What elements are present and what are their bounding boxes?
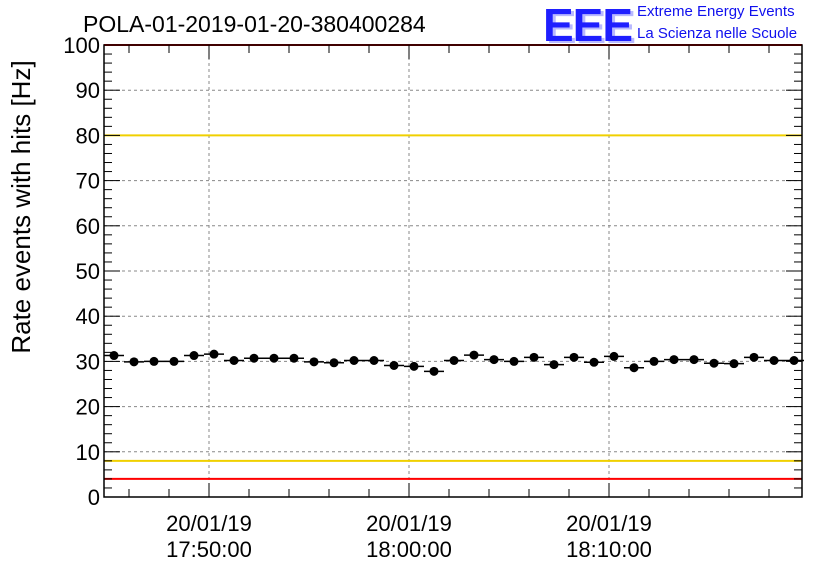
data-point <box>409 361 419 371</box>
x-axis: 20/01/1917:50:0020/01/1918:00:0020/01/19… <box>128 45 770 562</box>
data-point <box>109 351 119 361</box>
data-point <box>269 353 279 363</box>
x-tick-label-date: 20/01/19 <box>566 511 652 536</box>
data-point <box>429 366 439 376</box>
data-point <box>509 356 519 366</box>
data-point <box>569 352 579 362</box>
chart-title: POLA-01-2019-01-20-380400284 <box>83 11 426 37</box>
data-point <box>209 349 219 359</box>
y-tick-label: 20 <box>76 395 100 420</box>
data-point <box>649 356 659 366</box>
y-axis-label: Rate events with hits [Hz] <box>6 60 36 353</box>
y-tick-label: 0 <box>88 485 100 510</box>
data-point <box>729 359 739 369</box>
eee-logo-mark: EEE <box>543 0 633 51</box>
data-point <box>189 351 199 361</box>
data-point <box>689 355 699 365</box>
data-point <box>609 351 619 361</box>
data-point <box>709 358 719 368</box>
data-point <box>749 352 759 362</box>
data-point <box>169 356 179 366</box>
y-tick-label: 80 <box>76 123 100 148</box>
y-tick-label: 60 <box>76 214 100 239</box>
y-tick-label: 40 <box>76 304 100 329</box>
grid <box>104 45 802 497</box>
y-tick-label: 90 <box>76 78 100 103</box>
y-tick-label: 10 <box>76 440 100 465</box>
data-point <box>529 352 539 362</box>
eee-logo: EEE EEE <box>543 0 636 53</box>
data-point <box>629 363 639 373</box>
data-point <box>769 355 779 365</box>
eee-logo-shadow: EEE <box>546 1 636 53</box>
data-point <box>589 357 599 367</box>
data-point <box>329 358 339 368</box>
logo-line-2: La Scienza nelle Scuole <box>637 25 798 42</box>
x-tick-label-date: 20/01/19 <box>166 511 252 536</box>
logo-line-1: Extreme Energy Events <box>637 3 795 20</box>
data-point <box>449 355 459 365</box>
data-point <box>229 355 239 365</box>
y-axis: 0 10 20 30 40 50 60 70 80 90 100 <box>63 33 802 510</box>
y-tick-label: 30 <box>76 349 100 374</box>
x-tick-label-time: 17:50:00 <box>166 537 252 562</box>
x-tick-label-time: 18:10:00 <box>566 537 652 562</box>
data-point <box>249 353 259 363</box>
data-point <box>549 360 559 370</box>
data-point <box>489 355 499 365</box>
y-tick-label: 100 <box>63 33 100 58</box>
data-point <box>789 355 799 365</box>
data-point <box>669 355 679 365</box>
x-tick-label-date: 20/01/19 <box>366 511 452 536</box>
x-tick-label-time: 18:00:00 <box>366 537 452 562</box>
data-point <box>349 355 359 365</box>
data-point <box>289 353 299 363</box>
data-point <box>309 357 319 367</box>
data-point <box>369 355 379 365</box>
y-tick-label: 50 <box>76 259 100 284</box>
data-point <box>129 357 139 367</box>
data-point <box>469 350 479 360</box>
data-points <box>104 349 804 376</box>
data-point <box>389 360 399 370</box>
y-tick-label: 70 <box>76 169 100 194</box>
data-point <box>149 356 159 366</box>
